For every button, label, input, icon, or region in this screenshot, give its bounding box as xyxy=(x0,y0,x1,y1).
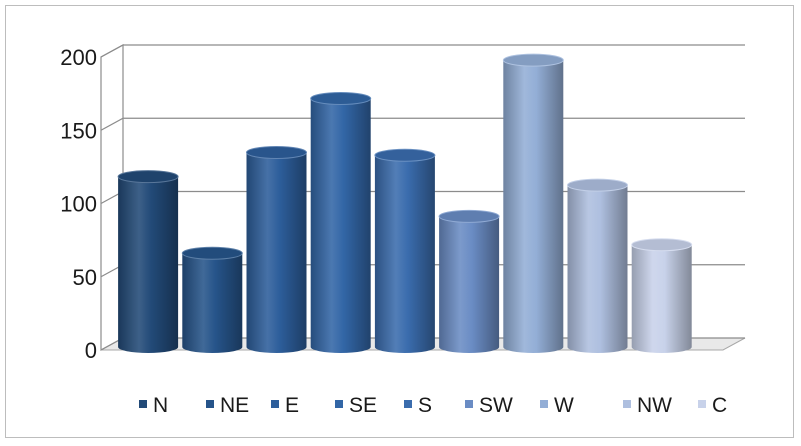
bar-N xyxy=(117,170,179,353)
legend-label: W xyxy=(554,394,574,417)
legend-label: C xyxy=(712,394,727,417)
bar-body xyxy=(182,253,243,353)
legend-swatch xyxy=(465,400,473,408)
bar-top xyxy=(246,145,307,159)
y-tick-label: 200 xyxy=(60,45,97,70)
gridline xyxy=(100,44,745,58)
legend-swatch xyxy=(139,400,147,408)
y-tick-label: 150 xyxy=(60,118,97,143)
legend-label: NE xyxy=(220,394,249,417)
bar-top xyxy=(310,92,372,105)
legend-swatch xyxy=(698,400,706,408)
legend-swatch xyxy=(335,400,343,408)
legend-item-NW: NW xyxy=(623,394,672,417)
bar-top xyxy=(374,148,436,162)
legend-label: NW xyxy=(637,394,672,417)
bar-E xyxy=(246,145,307,353)
y-tick-label: 50 xyxy=(73,265,97,290)
bar-body xyxy=(567,185,628,353)
bar-body xyxy=(631,244,692,353)
legend-label: SW xyxy=(479,394,513,417)
bar-body xyxy=(503,60,564,353)
y-tick-label: 0 xyxy=(85,338,97,363)
bar-NE xyxy=(181,246,243,353)
legend: N NE E SE S SW W NW C xyxy=(139,394,727,417)
y-tick-label: 100 xyxy=(60,192,97,217)
legend-swatch xyxy=(271,400,279,408)
bar-top xyxy=(181,246,243,260)
legend-item-W: W xyxy=(540,394,574,417)
bar-top xyxy=(438,209,500,223)
bar-top xyxy=(117,170,179,184)
bars xyxy=(117,53,693,353)
y-axis-ticks: 0 50 100 150 200 xyxy=(60,45,97,363)
bar-body xyxy=(246,152,307,353)
legend-item-E: E xyxy=(271,394,299,417)
bar-top xyxy=(631,238,693,252)
bar-W xyxy=(502,53,564,353)
legend-item-S: S xyxy=(404,394,432,417)
bar-NW xyxy=(567,178,628,353)
gridline xyxy=(100,117,745,131)
legend-item-SW: SW xyxy=(465,394,513,417)
bar-SE xyxy=(310,92,372,353)
bar-C xyxy=(631,238,693,353)
bar-body xyxy=(118,176,179,353)
bar-top xyxy=(567,178,628,192)
legend-swatch xyxy=(206,400,214,408)
bar-top xyxy=(502,53,564,67)
legend-item-NE: NE xyxy=(206,394,249,417)
bar-S xyxy=(374,148,436,353)
legend-item-C: C xyxy=(698,394,727,417)
bar-body xyxy=(310,98,371,353)
legend-item-SE: SE xyxy=(335,394,377,417)
legend-label: SE xyxy=(349,394,377,417)
legend-swatch xyxy=(623,400,631,408)
legend-label: E xyxy=(285,394,299,417)
legend-label: N xyxy=(153,394,168,417)
bar-body xyxy=(439,216,500,353)
bar-body xyxy=(374,155,435,353)
legend-swatch xyxy=(540,400,548,408)
legend-swatch xyxy=(404,400,412,408)
legend-label: S xyxy=(418,394,432,417)
legend-item-N: N xyxy=(139,394,168,417)
bar-SW xyxy=(438,209,500,353)
